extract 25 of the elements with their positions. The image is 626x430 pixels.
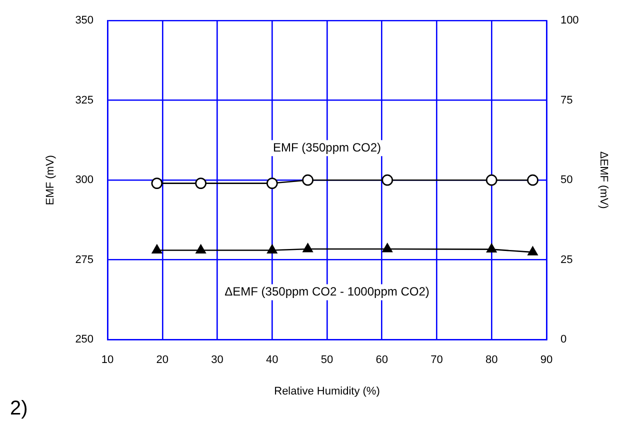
x-tick-label: 80 <box>485 354 498 366</box>
x-tick-label: 30 <box>211 354 224 366</box>
y2-tick-label: 25 <box>560 254 573 266</box>
y-tick-label: 300 <box>75 174 94 186</box>
y-tick-label: 325 <box>75 94 94 106</box>
text: 2) <box>10 398 28 420</box>
y2-axis-title: ΔEMF (mV) <box>597 151 610 209</box>
text: ΔEMF (350ppm CO2 - 1000ppm CO2) <box>224 284 430 299</box>
y-tick-label: 350 <box>75 14 94 27</box>
y2-tick-label: 50 <box>560 174 573 186</box>
x-tick-label: 90 <box>540 354 553 366</box>
x-tick-label: 20 <box>156 354 169 366</box>
x-tick-label: 60 <box>376 354 388 366</box>
y2-tick-label: 0 <box>560 334 567 346</box>
x-tick-label: 50 <box>320 354 334 366</box>
series-label: EMF (350ppm CO2) <box>272 140 382 154</box>
y-tick-label: 275 <box>75 254 94 266</box>
x-tick-label: 40 <box>266 354 278 366</box>
x-tick-label: 10 <box>101 354 114 366</box>
y-axis-title: EMF (mV) <box>44 155 57 206</box>
x-axis-title: Relative Humidity (%) <box>274 385 380 398</box>
x-tick-label: 70 <box>430 354 443 366</box>
y2-tick-label: 100 <box>560 14 579 27</box>
y-tick-label: 250 <box>75 334 94 346</box>
y2-tick-label: 75 <box>560 94 573 106</box>
